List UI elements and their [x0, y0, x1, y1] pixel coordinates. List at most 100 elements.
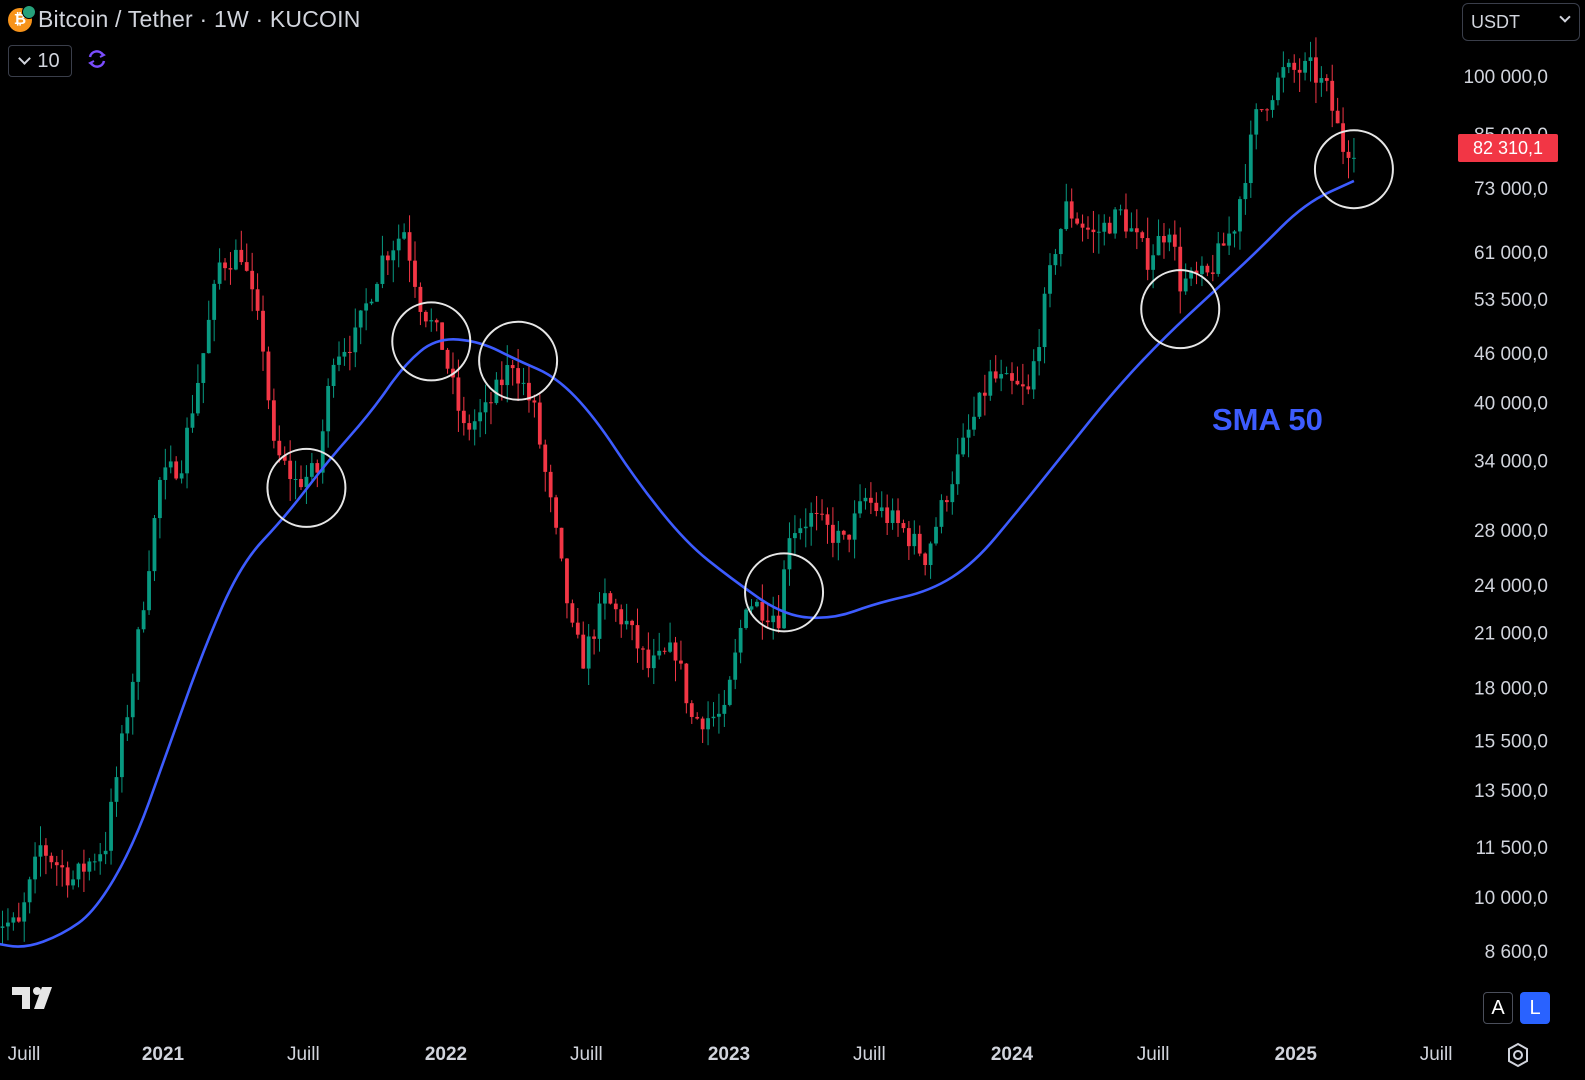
- candle-up: [353, 327, 358, 353]
- price-tick-label: 46 000,0: [1474, 344, 1548, 365]
- candle-up: [706, 718, 710, 730]
- annotation-circle: [391, 301, 472, 382]
- candle-up: [212, 283, 217, 320]
- candle-down: [1134, 228, 1139, 233]
- candle-down: [1330, 80, 1335, 111]
- candle-down: [239, 249, 244, 263]
- candle-down: [554, 497, 558, 528]
- candle-down: [532, 400, 537, 403]
- candle-down: [1265, 109, 1269, 111]
- candle-down: [1026, 386, 1031, 390]
- candle-down: [54, 862, 59, 866]
- candle-down: [1292, 62, 1297, 70]
- candle-up: [1243, 183, 1248, 200]
- price-tick-label: 40 000,0: [1474, 394, 1548, 415]
- time-tick-label: 2023: [708, 1044, 750, 1065]
- candle-up: [727, 679, 732, 705]
- candle-down: [82, 863, 86, 872]
- price-tick-label: 53 500,0: [1474, 290, 1548, 311]
- annotation-circle: [1313, 129, 1394, 210]
- candle-down: [689, 703, 694, 717]
- time-axis[interactable]: Juill 2021 Juill 2022 Juill 2023 Juill 2024 Juil…: [8, 1044, 1453, 1065]
- currency-select[interactable]: USDT: [1462, 3, 1580, 41]
- candle-down: [315, 463, 320, 473]
- candle-down: [820, 513, 824, 515]
- candle-down: [499, 379, 504, 386]
- candle-down: [250, 270, 255, 290]
- candle-down: [982, 392, 987, 396]
- candle-up: [1048, 265, 1052, 294]
- candle-down: [1314, 57, 1318, 83]
- candle-up: [939, 500, 944, 527]
- candle-up: [1227, 233, 1231, 246]
- candle-down: [684, 663, 689, 704]
- candle-up: [71, 879, 75, 886]
- candle-up: [603, 593, 607, 604]
- candle-down: [847, 534, 852, 540]
- candle-up: [1058, 229, 1063, 255]
- candle-down: [901, 523, 906, 529]
- candle-up: [201, 353, 206, 383]
- candle-up: [961, 437, 966, 455]
- candle-down: [1194, 270, 1199, 275]
- price-tick-label: 13 500,0: [1474, 781, 1548, 802]
- candle-up: [0, 926, 5, 928]
- auto-scale-button[interactable]: A: [1483, 992, 1513, 1024]
- price-tick-label: 15 500,0: [1474, 732, 1548, 753]
- candle-up: [304, 476, 309, 488]
- candle-up: [136, 629, 141, 682]
- candle-up: [206, 319, 211, 354]
- candle-up: [391, 250, 396, 261]
- candle-up: [483, 402, 488, 413]
- candle-down: [635, 625, 640, 649]
- candle-down: [874, 502, 879, 512]
- candle-down: [1020, 384, 1025, 387]
- candle-up: [6, 922, 10, 927]
- candle-up: [1200, 265, 1204, 275]
- candle-up: [331, 364, 336, 386]
- candle-up: [863, 497, 868, 502]
- sync-icon[interactable]: [86, 48, 108, 70]
- symbol-title[interactable]: Bitcoin / Tether · 1W · KUCOIN: [38, 6, 361, 32]
- candle-up: [22, 902, 27, 922]
- candle-up: [1042, 293, 1047, 348]
- candle-up: [972, 416, 976, 430]
- candle-down: [223, 262, 227, 269]
- price-tick-label: 18 000,0: [1474, 678, 1548, 699]
- candle-down: [1172, 234, 1177, 247]
- settings-gear-icon[interactable]: [1505, 1042, 1531, 1068]
- candle-down: [760, 601, 765, 621]
- candle-up: [179, 473, 184, 479]
- candle-up: [1270, 100, 1275, 110]
- candle-down: [1324, 78, 1329, 81]
- candle-down: [1178, 246, 1183, 292]
- price-tick-label: 24 000,0: [1474, 576, 1548, 597]
- candle-up: [836, 530, 841, 543]
- candle-up: [1254, 109, 1259, 135]
- candle-up: [494, 379, 499, 404]
- candle-up: [1053, 254, 1058, 266]
- tradingview-logo[interactable]: [10, 985, 62, 1011]
- candle-down: [559, 527, 564, 559]
- candle-down: [641, 648, 645, 650]
- candle-down: [461, 410, 466, 424]
- candle-down: [896, 510, 900, 524]
- candle-down: [565, 558, 569, 604]
- candle-down: [1259, 109, 1264, 111]
- candle-up: [912, 533, 917, 547]
- candle-up: [233, 249, 238, 270]
- candle-up: [195, 382, 200, 414]
- candle-up: [999, 374, 1004, 379]
- candle-down: [1297, 69, 1302, 73]
- log-scale-button[interactable]: L: [1520, 992, 1550, 1024]
- candle-down: [993, 371, 998, 379]
- time-tick-label: 2021: [142, 1044, 185, 1065]
- candle-up: [402, 232, 407, 239]
- candle-down: [608, 593, 613, 604]
- candle-down: [679, 660, 683, 664]
- candle-up: [157, 479, 162, 519]
- indicators-toggle[interactable]: 10: [8, 45, 72, 77]
- price-axis[interactable]: 100 000,085 000,073 000,061 000,053 500,…: [1463, 67, 1548, 963]
- price-tick-label: 11 500,0: [1475, 838, 1548, 859]
